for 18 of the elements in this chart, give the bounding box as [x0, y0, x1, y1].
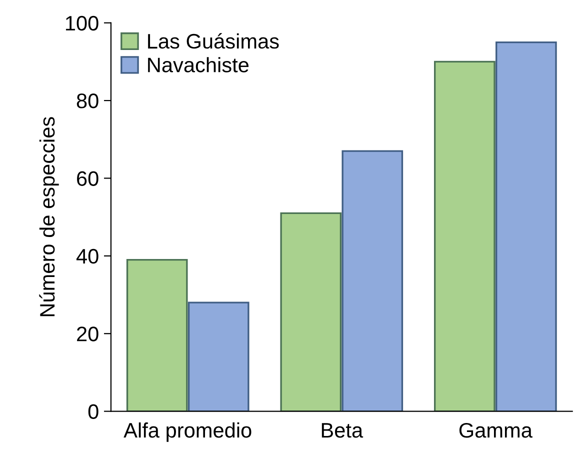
bar — [496, 41, 557, 412]
y-tick-label: 40 — [76, 248, 98, 264]
bar — [280, 212, 342, 412]
bar — [342, 150, 404, 412]
y-tick-label: 60 — [77, 171, 98, 186]
y-tick-label: 80 — [76, 94, 98, 108]
bar — [126, 258, 188, 412]
y-tick-label: 100 — [66, 16, 98, 31]
bar — [188, 302, 250, 412]
y-tick-label: 20 — [77, 326, 98, 342]
bar — [434, 60, 496, 412]
x-tick-label: Beta — [322, 423, 364, 438]
legend-label: Las Guásimas — [148, 33, 279, 49]
x-tick-label: Alfa promedio — [124, 422, 252, 442]
x-tick-label: Gamma — [459, 422, 532, 438]
y-axis-title: Número de especcies — [39, 117, 59, 316]
legend-label: Navachiste — [148, 57, 249, 72]
y-tick-label: 0 — [88, 404, 98, 420]
